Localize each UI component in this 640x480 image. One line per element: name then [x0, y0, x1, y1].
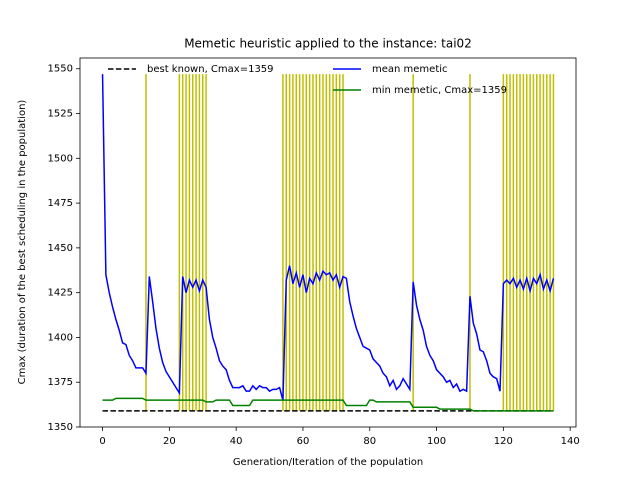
x-tick-label: 80 [363, 436, 376, 447]
y-axis-label: Cmax (duration of the best scheduling in… [17, 100, 28, 385]
chart-title: Memetic heuristic applied to the instanc… [184, 37, 472, 51]
legend-label: mean memetic [372, 64, 448, 75]
y-tick-label: 1475 [48, 198, 73, 209]
x-tick-label: 120 [494, 436, 513, 447]
x-tick-label: 40 [230, 436, 243, 447]
x-tick-label: 20 [163, 436, 176, 447]
legend-label: min memetic, Cmax=1359 [372, 85, 507, 96]
legend-label: best known, Cmax=1359 [147, 64, 274, 75]
x-axis-label: Generation/Iteration of the population [233, 457, 423, 468]
series-line [102, 397, 554, 412]
x-tick-label: 100 [427, 436, 446, 447]
y-tick-label: 1450 [48, 243, 73, 254]
x-tick-label: 140 [561, 436, 580, 447]
plot-frame [79, 57, 577, 428]
x-tick-label: 60 [297, 436, 310, 447]
y-tick-label: 1375 [48, 377, 73, 388]
y-tick-label: 1400 [48, 332, 73, 343]
x-tick-label: 0 [99, 436, 105, 447]
y-tick-label: 1425 [48, 288, 73, 299]
y-tick-label: 1350 [48, 422, 73, 433]
y-tick-label: 1550 [48, 64, 73, 75]
y-tick-label: 1500 [48, 153, 73, 164]
y-tick-label: 1525 [48, 109, 73, 120]
series-line [101, 74, 555, 401]
